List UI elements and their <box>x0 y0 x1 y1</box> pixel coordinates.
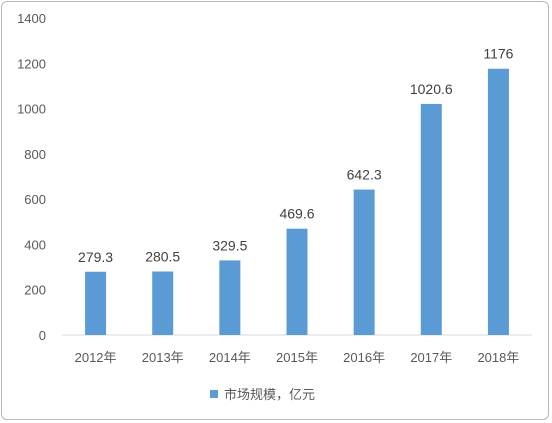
legend: 市场规模，亿元 <box>210 387 315 403</box>
data-label: 329.5 <box>212 237 247 253</box>
x-tick-label: 2017年 <box>410 350 452 365</box>
x-tick-label: 2016年 <box>343 350 385 365</box>
data-label: 279.3 <box>78 249 113 265</box>
y-tick-label: 400 <box>24 237 46 252</box>
data-labels: 279.3 280.5 329.5 469.6 642.3 1020.6 1176 <box>78 46 514 265</box>
bar <box>487 68 509 335</box>
bar <box>152 271 174 335</box>
x-tick-label: 2013年 <box>142 350 184 365</box>
data-label: 1176 <box>483 46 513 62</box>
data-label: 1020.6 <box>410 81 453 97</box>
y-tick-label: 1200 <box>17 56 46 71</box>
data-label: 469.6 <box>279 206 314 222</box>
bar <box>286 228 308 335</box>
data-label: 280.5 <box>145 248 180 264</box>
bar-series <box>85 68 509 335</box>
y-tick-label: 0 <box>39 328 46 343</box>
legend-label: 市场规模，亿元 <box>224 387 315 403</box>
y-tick-label: 800 <box>24 147 46 162</box>
bar <box>420 103 442 335</box>
x-axis-ticks: 2012年 2013年 2014年 2015年 2016年 2017年 2018年 <box>75 350 520 365</box>
bar <box>219 260 241 335</box>
x-tick-label: 2012年 <box>75 350 117 365</box>
y-axis-ticks: 0 200 400 600 800 1000 1200 1400 <box>17 11 46 343</box>
legend-swatch <box>210 390 218 398</box>
y-tick-label: 600 <box>24 192 46 207</box>
bar <box>85 271 107 335</box>
x-tick-label: 2018年 <box>477 350 519 365</box>
y-tick-label: 1400 <box>17 11 46 26</box>
x-tick-label: 2014年 <box>209 350 251 365</box>
x-tick-label: 2015年 <box>276 350 318 365</box>
y-tick-label: 200 <box>24 283 46 298</box>
bar <box>353 189 375 335</box>
data-label: 642.3 <box>347 167 382 183</box>
y-tick-label: 1000 <box>17 102 46 117</box>
